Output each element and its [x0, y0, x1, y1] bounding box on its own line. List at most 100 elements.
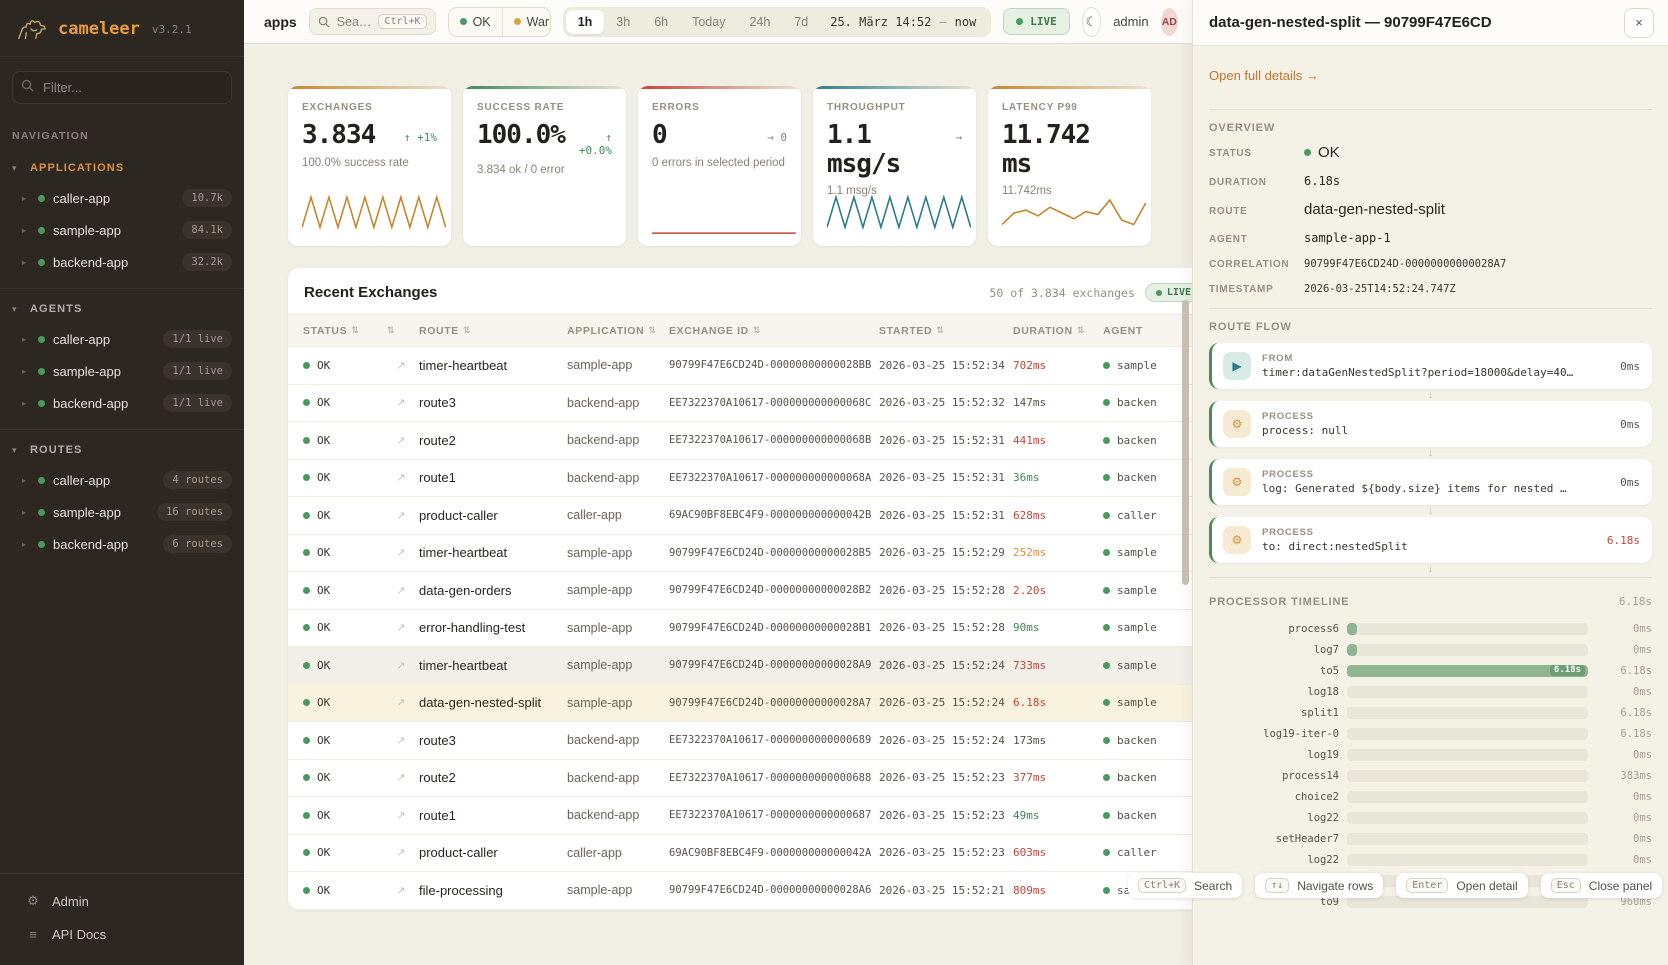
avatar[interactable]: AD [1160, 7, 1178, 36]
table-row[interactable]: OK ↗ route3 backend-app EE7322370A10617-… [288, 722, 1192, 760]
open-exchange-icon[interactable]: ↗ [396, 584, 406, 597]
exchange-id-cell: 90799F47E6CD24D-00000000000028B1 [669, 621, 872, 634]
column-header[interactable]: STARTED ⇅ [879, 324, 945, 337]
arrow-down-icon: ↓ [1427, 447, 1434, 459]
table-row[interactable]: OK ↗ route2 backend-app EE7322370A10617-… [288, 760, 1192, 797]
open-exchange-icon[interactable]: ↗ [396, 659, 406, 672]
agents-section-header[interactable]: ▾ AGENTS [12, 303, 83, 315]
routes-count-badge: 6 routes [163, 535, 232, 553]
table-row[interactable]: OK ↗ error-handling-test sample-app 9079… [288, 610, 1192, 647]
sort-icon: ⇅ [462, 325, 472, 335]
table-row[interactable]: OK ↗ product-caller caller-app 69AC90BF8… [288, 497, 1192, 535]
table-row[interactable]: OK ↗ timer-heartbeat sample-app 90799F47… [288, 535, 1192, 572]
sidebar-filter-input[interactable] [12, 71, 232, 104]
date-end: now [954, 14, 977, 29]
open-exchange-icon[interactable]: ↗ [396, 847, 406, 860]
sidebar-footer-item[interactable]: ⚙ Admin [27, 893, 89, 909]
table-row[interactable]: OK ↗ timer-heartbeat sample-app 90799F47… [288, 347, 1192, 385]
column-header[interactable]: STATUS ⇅ [303, 324, 360, 337]
time-range-button[interactable]: 6h [654, 14, 669, 29]
chevron-right-icon: ▸ [22, 334, 27, 344]
status-cell: OK [303, 696, 383, 709]
flow-step-card[interactable]: ⚙ PROCESS to: direct:nestedSplit 6.18s [1209, 517, 1652, 563]
open-exchange-icon[interactable]: ↗ [396, 472, 406, 485]
flow-step-card[interactable]: ⚙ PROCESS process: null 0ms [1209, 401, 1652, 447]
metric-subtext: 100.0% success rate [302, 156, 409, 169]
date-range-control[interactable]: 25. März 14:52 — now [820, 15, 988, 29]
processor-duration: 0ms [1633, 790, 1652, 803]
processor-duration: 0ms [1633, 685, 1652, 698]
sidebar-item-route[interactable]: ▸ backend-app 6 routes [0, 528, 244, 560]
open-exchange-icon[interactable]: ↗ [396, 509, 406, 522]
live-toggle-button[interactable]: LIVE [1003, 8, 1070, 35]
flow-step-card[interactable]: ⚙ PROCESS log: Generated ${body.size} it… [1209, 459, 1652, 505]
column-header[interactable]: DURATION ⇅ [1013, 324, 1085, 337]
table-row[interactable]: OK ↗ data-gen-orders sample-app 90799F47… [288, 572, 1192, 610]
routes-section-header[interactable]: ▾ ROUTES [12, 444, 83, 456]
open-exchange-icon[interactable]: ↗ [396, 547, 406, 560]
time-range-button[interactable]: Today [692, 14, 726, 29]
table-row[interactable]: OK ↗ route1 backend-app EE7322370A10617-… [288, 797, 1192, 835]
sidebar-item-route[interactable]: ▸ sample-app 16 routes [0, 496, 244, 528]
column-header[interactable]: AGENT [1103, 324, 1143, 337]
step-endpoint: process: null [1262, 424, 1349, 437]
application-cell: backend-app [567, 470, 640, 485]
scrollbar-thumb[interactable] [1182, 300, 1189, 585]
column-header[interactable]: EXCHANGE ID ⇅ [669, 324, 762, 337]
table-row[interactable]: OK ↗ timer-heartbeat sample-app 90799F47… [288, 647, 1192, 685]
time-range-button[interactable]: 1h [565, 9, 605, 34]
sidebar-item-agent[interactable]: ▸ sample-app 1/1 live [0, 355, 244, 387]
sidebar-item-application[interactable]: ▸ backend-app 32.2k [0, 246, 244, 278]
column-header[interactable]: ⇅ [383, 325, 419, 336]
open-exchange-icon[interactable]: ↗ [396, 734, 406, 747]
table-row[interactable]: OK ↗ route2 backend-app EE7322370A10617-… [288, 422, 1192, 460]
sidebar-item-application[interactable]: ▸ sample-app 84.1k [0, 214, 244, 246]
processor-duration: 6.18s [1620, 664, 1652, 677]
sidebar-item-agent[interactable]: ▸ caller-app 1/1 live [0, 323, 244, 355]
table-row[interactable]: OK ↗ data-gen-nested-split sample-app 90… [288, 684, 1192, 722]
time-range-button[interactable]: 3h [616, 14, 631, 29]
theme-toggle-button[interactable]: ☾ [1081, 6, 1102, 37]
open-exchange-icon[interactable]: ↗ [396, 434, 406, 447]
column-header[interactable]: APPLICATION ⇅ [567, 324, 657, 337]
open-exchange-icon[interactable]: ↗ [396, 772, 406, 785]
duration-cell: 49ms [1013, 808, 1040, 822]
metric-delta: → [955, 131, 962, 144]
agent-dot [1103, 511, 1110, 519]
step-duration: 0ms [1620, 417, 1640, 431]
live-badge: 1/1 live [163, 330, 232, 348]
time-range-button[interactable]: 7d [794, 14, 809, 29]
open-exchange-icon[interactable]: ↗ [396, 359, 406, 372]
app-name: cameleer [58, 19, 140, 39]
open-exchange-icon[interactable]: ↗ [396, 884, 406, 897]
chevron-right-icon: ▸ [22, 225, 27, 235]
open-exchange-icon[interactable]: ↗ [396, 809, 406, 822]
table-row[interactable]: OK ↗ route3 backend-app EE7322370A10617-… [288, 385, 1192, 422]
sidebar-item-route[interactable]: ▸ caller-app 4 routes [0, 464, 244, 496]
table-row[interactable]: OK ↗ product-caller caller-app 69AC90BF8… [288, 835, 1192, 872]
search-input[interactable]: Sea… Ctrl+K [308, 8, 436, 35]
sidebar-item-agent[interactable]: ▸ backend-app 1/1 live [0, 387, 244, 419]
sidebar-footer-item[interactable]: ≡ API Docs [0, 918, 244, 951]
status-filter-button[interactable]: Warn [501, 7, 550, 36]
time-range-button[interactable]: 24h [749, 14, 771, 29]
status-filter-button[interactable]: OK [449, 8, 502, 36]
metric-value: 1.1 [827, 120, 872, 150]
timeline-track: 6.18s [1347, 664, 1588, 677]
applications-section-header[interactable]: ▾ APPLICATIONS [12, 162, 125, 174]
open-exchange-icon[interactable]: ↗ [396, 697, 406, 710]
table-row[interactable]: OK ↗ route1 backend-app EE7322370A10617-… [288, 460, 1192, 497]
status-cell: OK [303, 434, 383, 447]
exchange-id-cell: 90799F47E6CD24D-00000000000028B2 [669, 584, 872, 597]
open-exchange-icon[interactable]: ↗ [396, 622, 406, 635]
open-full-details-link[interactable]: Open full details → [1209, 68, 1319, 83]
table-row[interactable]: OK ↗ file-processing sample-app 90799F47… [288, 872, 1192, 910]
open-exchange-icon[interactable]: ↗ [396, 397, 406, 410]
route-cell: route1 [419, 470, 456, 486]
sidebar-item-application[interactable]: ▸ caller-app 10.7k [0, 182, 244, 214]
keyboard-hint: Ctrl+K Search [1128, 873, 1243, 898]
column-header[interactable]: ROUTE ⇅ [419, 324, 472, 337]
flow-step-card[interactable]: ▶ FROM timer:dataGenNestedSplit?period=1… [1209, 343, 1652, 389]
exchange-id-cell: EE7322370A10617-0000000000000687 [669, 809, 872, 822]
close-icon[interactable]: × [1624, 7, 1654, 38]
